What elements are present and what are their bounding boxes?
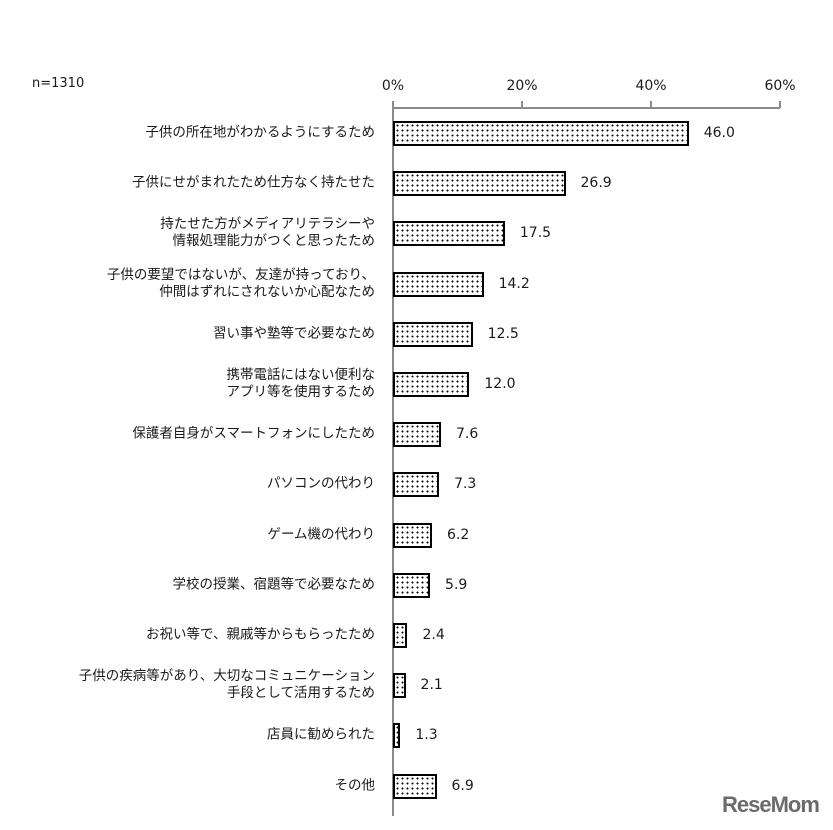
category-label: 習い事や塾等で必要なため bbox=[213, 325, 375, 342]
bar-row: 子供の所在地がわかるようにするため 46.0 bbox=[0, 113, 833, 153]
bar-row: 子供の疾病等があり、大切なコミュニケーション 手段として活用するため 2.1 bbox=[0, 665, 833, 705]
value-label: 46.0 bbox=[703, 125, 735, 141]
bar bbox=[393, 121, 689, 146]
x-axis-line bbox=[393, 107, 780, 109]
sample-size-label: n=1310 bbox=[32, 76, 85, 91]
value-label: 1.3 bbox=[415, 727, 438, 744]
value-label: 2.4 bbox=[422, 627, 445, 643]
bar-row: 持たせた方がメディアリテラシーや 情報処理能力がつくと思ったため 17.5 bbox=[0, 213, 833, 253]
bar bbox=[393, 623, 408, 648]
category-label: 携帯電話にはない便利な アプリ等を使用するため bbox=[226, 367, 376, 400]
bar bbox=[393, 422, 442, 448]
value-label: 5.9 bbox=[445, 576, 468, 593]
category-label: その他 bbox=[334, 777, 376, 794]
x-tick-label: 0% bbox=[381, 78, 405, 94]
category-label: 子供の所在地がわかるようにするため bbox=[145, 124, 375, 141]
value-label: 12.0 bbox=[484, 376, 516, 392]
bar-row: 学校の授業、宿題等で必要なため 5.9 bbox=[0, 565, 833, 605]
bar-row: 店員に勧められた 1.3 bbox=[0, 715, 833, 755]
bar-row: パソコンの代わり 7.3 bbox=[0, 464, 833, 504]
value-label: 6.2 bbox=[446, 526, 470, 543]
category-label: 子供の疾病等があり、大切なコミュニケーション 手段として活用するため bbox=[78, 668, 375, 702]
category-label: 保護者自身がスマートフォンにしたため bbox=[132, 425, 375, 442]
bar bbox=[393, 321, 473, 347]
x-tick-label: 20% bbox=[506, 78, 538, 94]
bar bbox=[393, 221, 505, 247]
x-tick-label: 40% bbox=[635, 78, 667, 94]
value-label: 6.9 bbox=[451, 777, 474, 794]
bar-row: 習い事や塾等で必要なため 12.5 bbox=[0, 314, 833, 354]
bar bbox=[393, 773, 437, 799]
bar-row: ゲーム機の代わり 6.2 bbox=[0, 515, 833, 555]
bar-row: 保護者自身がスマートフォンにしたため 7.6 bbox=[0, 414, 833, 454]
y-axis-line bbox=[392, 101, 394, 816]
value-label: 2.1 bbox=[420, 677, 443, 694]
bar bbox=[393, 723, 401, 749]
category-label: パソコンの代わり bbox=[267, 475, 375, 492]
category-label: お祝い等で、親戚等からもらったため bbox=[146, 626, 375, 643]
category-label: 持たせた方がメディアリテラシーや 情報処理能力がつくと思ったため bbox=[160, 216, 375, 250]
x-tick-label: 60% bbox=[764, 78, 796, 94]
bar bbox=[393, 372, 470, 397]
resemom-logo: ReseMom bbox=[722, 792, 820, 817]
x-tick-mark bbox=[650, 101, 652, 108]
bar bbox=[393, 522, 432, 548]
bar-row: その他 6.9 bbox=[0, 766, 833, 806]
value-label: 26.9 bbox=[580, 175, 612, 192]
category-label: 学校の授業、宿題等で必要なため bbox=[172, 576, 376, 593]
bar-row: 子供の要望ではないが、友達が持っており、 仲間はずれにされないか心配なため 14.… bbox=[0, 264, 833, 304]
value-label: 12.5 bbox=[487, 325, 519, 342]
value-label: 7.6 bbox=[456, 426, 479, 443]
bar bbox=[393, 572, 431, 598]
category-label: ゲーム機の代わり bbox=[267, 526, 375, 543]
category-label: 店員に勧められた bbox=[267, 726, 375, 743]
value-label: 17.5 bbox=[519, 225, 552, 242]
bar-row: 子供にせがまれたため仕方なく持たせた 26.9 bbox=[0, 163, 833, 203]
bar bbox=[393, 271, 484, 297]
x-tick-mark bbox=[779, 101, 781, 108]
bar-row: 携帯電話にはない便利な アプリ等を使用するため 12.0 bbox=[0, 364, 833, 404]
bar bbox=[393, 472, 440, 498]
bar bbox=[393, 673, 406, 699]
category-label: 子供にせがまれたため仕方なく持たせた bbox=[132, 174, 375, 191]
category-label: 子供の要望ではないが、友達が持っており、 仲間はずれにされないか心配なため bbox=[106, 266, 375, 300]
value-label: 14.2 bbox=[498, 275, 530, 292]
x-tick-mark bbox=[521, 101, 523, 108]
value-label: 7.3 bbox=[454, 476, 477, 493]
bar-row: お祝い等で、親戚等からもらったため 2.4 bbox=[0, 615, 833, 655]
x-tick-mark bbox=[392, 101, 394, 108]
bar bbox=[393, 171, 566, 197]
